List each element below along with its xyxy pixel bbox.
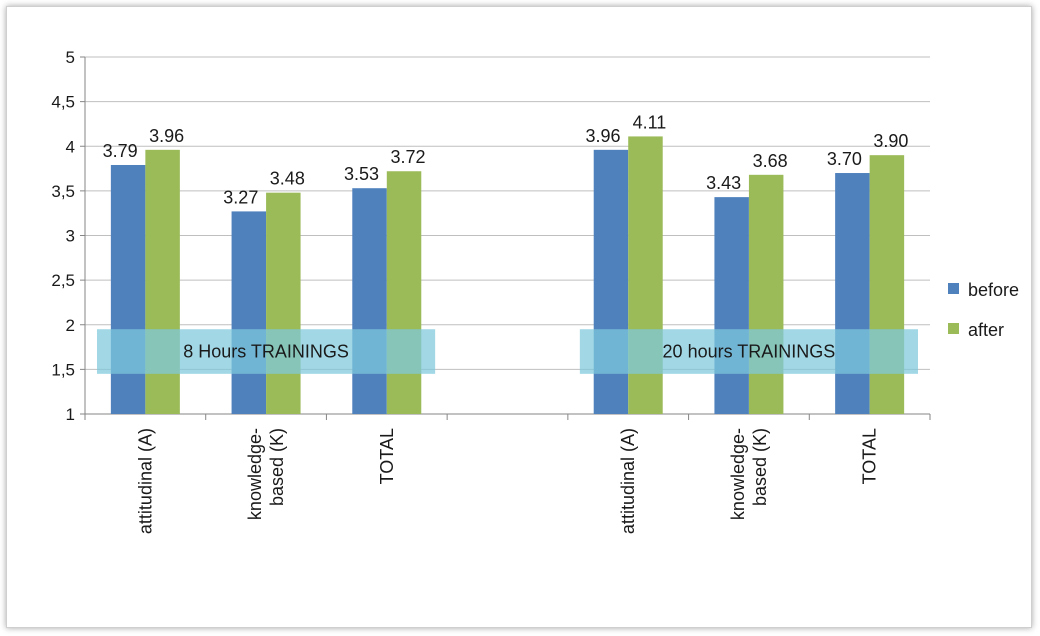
bar-before — [352, 188, 387, 414]
data-label: 3.90 — [873, 131, 908, 151]
y-tick-label: 3 — [66, 227, 75, 246]
data-label: 3.96 — [149, 126, 184, 146]
data-label: 3.48 — [270, 169, 305, 189]
x-category-label: based (K) — [267, 428, 287, 506]
training-group-band — [97, 329, 436, 374]
x-category-label: attitudinal (A) — [618, 428, 638, 534]
x-category-label: knowledge- — [728, 428, 748, 520]
bar-after — [386, 171, 422, 414]
data-label: 3.27 — [223, 187, 258, 207]
data-label: 3.96 — [585, 126, 620, 146]
data-label: 3.72 — [391, 147, 426, 167]
data-label: 3.79 — [103, 141, 138, 161]
bar-after — [266, 192, 301, 414]
training-group-label: 20 hours TRAININGS — [663, 342, 836, 362]
bar-before — [593, 149, 629, 414]
legend-label-after: after — [968, 320, 1004, 340]
legend-swatch-after — [948, 323, 959, 334]
x-category-label: based (K) — [750, 428, 770, 506]
bar-before — [110, 164, 146, 414]
y-tick-label: 1,5 — [51, 360, 75, 379]
data-label: 3.43 — [706, 173, 741, 193]
training-group-band — [579, 329, 918, 374]
y-tick-label: 2,5 — [51, 271, 75, 290]
y-tick-label: 1 — [66, 405, 75, 424]
y-tick-label: 4 — [66, 137, 75, 156]
training-group-label: 8 Hours TRAININGS — [183, 342, 349, 362]
legend-swatch-before — [948, 283, 959, 294]
legend-label-before: before — [968, 280, 1019, 300]
y-tick-label: 5 — [66, 48, 75, 67]
x-category-label: TOTAL — [377, 428, 397, 484]
data-label: 3.68 — [753, 151, 788, 171]
data-label: 3.70 — [827, 149, 862, 169]
x-category-label: TOTAL — [860, 428, 880, 484]
bar-after — [869, 155, 905, 415]
bar-before — [714, 197, 749, 414]
bar-after — [748, 174, 784, 414]
y-tick-label: 4,5 — [51, 93, 75, 112]
x-category-label: attitudinal (A) — [135, 428, 155, 534]
bar-after — [145, 149, 180, 414]
y-tick-label: 3,5 — [51, 182, 75, 201]
y-tick-label: 2 — [66, 316, 75, 335]
data-label: 4.11 — [633, 112, 667, 132]
bar-before — [231, 211, 267, 414]
data-label: 3.53 — [344, 164, 379, 184]
x-category-label: knowledge- — [245, 428, 265, 520]
bar-before — [835, 173, 870, 414]
